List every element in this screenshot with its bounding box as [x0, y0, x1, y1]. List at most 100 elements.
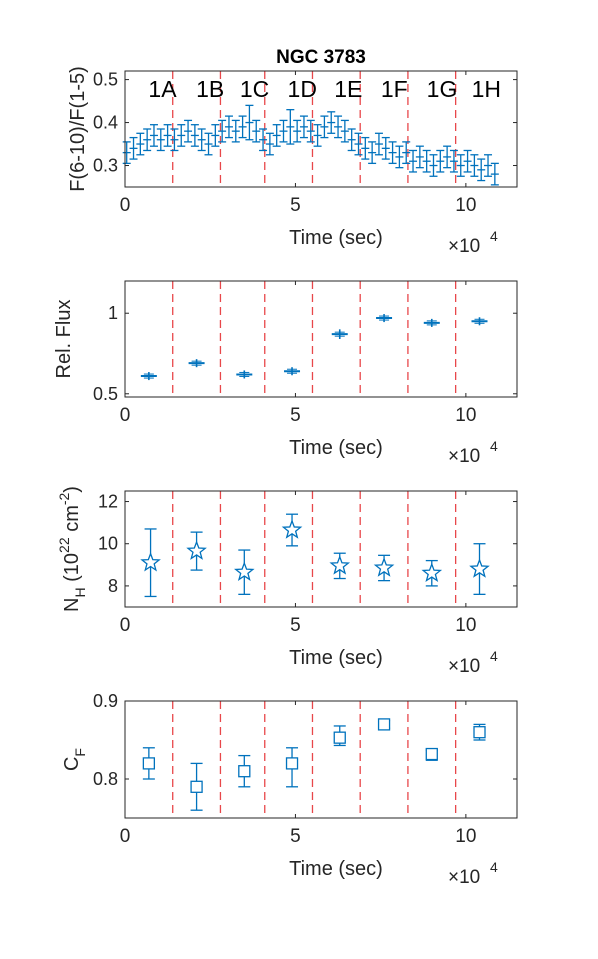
x-multiplier: ×10	[448, 236, 480, 257]
y-axis-label: F(6-10)/F(1-5)	[67, 66, 89, 192]
data-point	[272, 124, 281, 147]
data-point	[259, 128, 268, 152]
data-point	[340, 119, 349, 143]
x-tick-label: 5	[290, 195, 301, 216]
data-point	[347, 128, 356, 152]
data-point	[190, 124, 199, 147]
data-point	[306, 119, 315, 143]
panel-1: 0 5 10 0.3 0.4 0.5 Time (sec) ×10 4 F(6-10)/F(1-5…	[67, 47, 518, 257]
segment-label: 1H	[472, 76, 501, 102]
x-axis-label: Time (sec)	[289, 437, 383, 459]
data-point	[329, 552, 351, 580]
data-point	[265, 132, 274, 156]
x-tick-label: 5	[290, 826, 301, 847]
y-axis-label: CF	[61, 748, 88, 771]
segment-label: 1G	[427, 76, 458, 102]
data-point	[136, 132, 145, 156]
data-point	[252, 119, 261, 143]
x-tick-label: 0	[120, 195, 131, 216]
data-point	[129, 136, 138, 160]
data-point	[236, 370, 253, 379]
data-point	[142, 747, 156, 780]
data-point	[313, 124, 322, 147]
data-point	[425, 747, 438, 761]
data-point	[211, 124, 220, 147]
x-multiplier-exponent: 4	[490, 859, 498, 875]
x-multiplier-exponent: 4	[490, 438, 498, 454]
data-point	[177, 124, 186, 147]
data-point	[170, 128, 179, 152]
data-point	[140, 372, 157, 381]
x-axis-label: Time (sec)	[289, 227, 383, 249]
data-series	[142, 718, 486, 811]
data-point	[377, 718, 391, 731]
x-axis-label: Time (sec)	[289, 647, 383, 669]
y-tick-label: 0.9	[93, 691, 118, 711]
axes-box	[124, 490, 518, 608]
data-point	[122, 141, 131, 165]
data-point	[331, 329, 348, 339]
panel-2: 0 5 10 0.5 1 Time (sec) ×10 4 Rel. Flux	[53, 280, 518, 467]
data-point	[376, 314, 393, 323]
data-point	[415, 145, 424, 169]
x-tick-label: 5	[290, 405, 301, 426]
x-multiplier: ×10	[448, 867, 480, 888]
data-point	[443, 145, 452, 169]
data-point	[333, 725, 346, 747]
data-point	[299, 115, 308, 139]
data-point	[293, 119, 302, 143]
y-tick-label: 8	[108, 576, 118, 596]
data-point	[381, 136, 390, 160]
y-tick-label: 10	[98, 534, 118, 554]
data-point	[402, 141, 411, 165]
data-point	[231, 119, 240, 143]
data-point	[395, 145, 404, 169]
chart-title: NGC 3783	[276, 47, 366, 68]
data-point	[204, 132, 213, 156]
x-multiplier: ×10	[448, 656, 480, 677]
data-point	[186, 531, 207, 571]
data-point	[281, 513, 303, 547]
data-point	[238, 754, 251, 788]
data-point	[327, 111, 336, 134]
data-point	[218, 119, 227, 143]
segment-label: 1F	[381, 76, 408, 102]
data-point	[224, 115, 233, 139]
y-tick-label: 0.3	[93, 156, 118, 176]
x-multiplier-exponent: 4	[490, 648, 498, 664]
data-point	[422, 149, 431, 173]
data-point	[190, 762, 203, 811]
data-point	[409, 149, 418, 173]
data-point	[484, 154, 493, 177]
x-tick-label: 0	[120, 826, 131, 847]
segment-label: 1B	[196, 76, 224, 102]
data-point	[473, 723, 486, 741]
data-point	[361, 136, 370, 160]
data-point	[320, 115, 329, 139]
data-point	[188, 359, 205, 368]
data-point	[456, 154, 465, 177]
y-tick-label: 0.5	[93, 384, 118, 404]
data-point	[238, 115, 247, 139]
data-series	[140, 513, 490, 598]
x-tick-label: 10	[455, 826, 476, 847]
axes-box	[124, 70, 518, 188]
y-axis-label: Rel. Flux	[53, 300, 75, 379]
data-point	[279, 119, 288, 143]
data-point	[373, 554, 395, 582]
data-point	[143, 128, 152, 152]
data-point	[140, 528, 161, 598]
data-point	[286, 109, 295, 145]
axes-box	[124, 280, 518, 398]
y-axis-label: NH (1022 cm-2)	[56, 486, 88, 612]
data-series	[122, 104, 499, 186]
panel-4: 0 5 10 0.8 0.9 Time (sec) ×10 4 CF	[61, 691, 518, 888]
x-tick-label: 0	[120, 615, 131, 636]
data-point	[245, 104, 254, 141]
data-point	[354, 132, 363, 156]
x-tick-label: 10	[455, 195, 476, 216]
x-tick-label: 10	[455, 405, 476, 426]
y-tick-label: 0.4	[93, 113, 118, 133]
data-point	[149, 124, 158, 147]
panel-3: 0 5 10 8 10 12 Time (sec) ×10 4 NH (1022 cm-2)	[56, 486, 518, 677]
